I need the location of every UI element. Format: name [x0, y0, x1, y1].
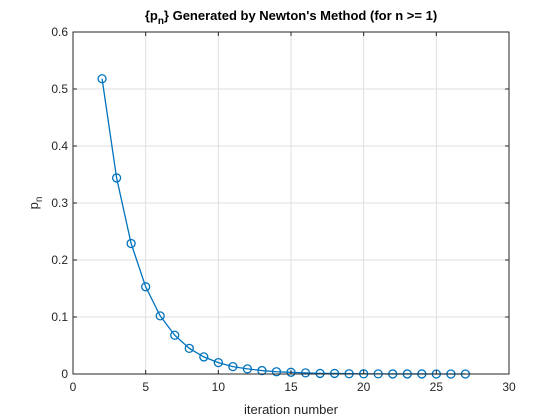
x-tick-label: 20 — [357, 380, 371, 394]
data-point — [126, 238, 136, 249]
x-tick-label: 30 — [502, 380, 516, 394]
chart-title-suffix: } Generated by Newton's Method (for n >=… — [164, 8, 437, 23]
y-tick-label: 0.2 — [51, 253, 68, 267]
y-tick-label: 0.6 — [51, 25, 68, 39]
x-axis-label: iteration number — [244, 402, 339, 417]
data-point — [155, 311, 165, 321]
data-point — [300, 368, 311, 378]
x-tick-label: 15 — [284, 380, 298, 394]
data-point — [271, 367, 282, 377]
data-point — [329, 368, 340, 379]
y-tick-label: 0.3 — [51, 196, 68, 210]
x-tick-label: 25 — [430, 380, 444, 394]
y-tick-label: 0 — [61, 367, 68, 381]
y-tick-label: 0.5 — [51, 82, 68, 96]
x-tick-label: 5 — [142, 380, 149, 394]
data-point — [184, 343, 194, 354]
data-point — [111, 173, 122, 183]
ticks: 0 5 10 15 20 25 30 0 0.1 0.2 0.3 0.4 0.5 0.6 — [51, 25, 516, 394]
data-point — [242, 364, 253, 374]
data-point — [97, 74, 107, 84]
data-point — [257, 365, 267, 376]
y-axis-label-main: p — [26, 202, 41, 209]
y-tick-label: 0.4 — [51, 139, 68, 153]
data-point — [141, 282, 151, 292]
chart-title-subscript: n — [158, 16, 164, 27]
y-tick-label: 0.1 — [51, 310, 68, 324]
data-point — [199, 352, 209, 362]
chart-title-prefix: {p — [145, 8, 158, 23]
y-axis-label: pn — [26, 197, 45, 210]
chart-title: {pn} Generated by Newton's Method (for n… — [145, 8, 437, 27]
y-axis-label-subscript: n — [34, 197, 45, 203]
data-point — [213, 357, 223, 368]
data-point — [315, 368, 325, 379]
x-tick-label: 0 — [70, 380, 77, 394]
x-tick-label: 10 — [212, 380, 226, 394]
data-point — [170, 330, 180, 340]
data-point — [228, 361, 238, 372]
data-point — [286, 367, 296, 377]
